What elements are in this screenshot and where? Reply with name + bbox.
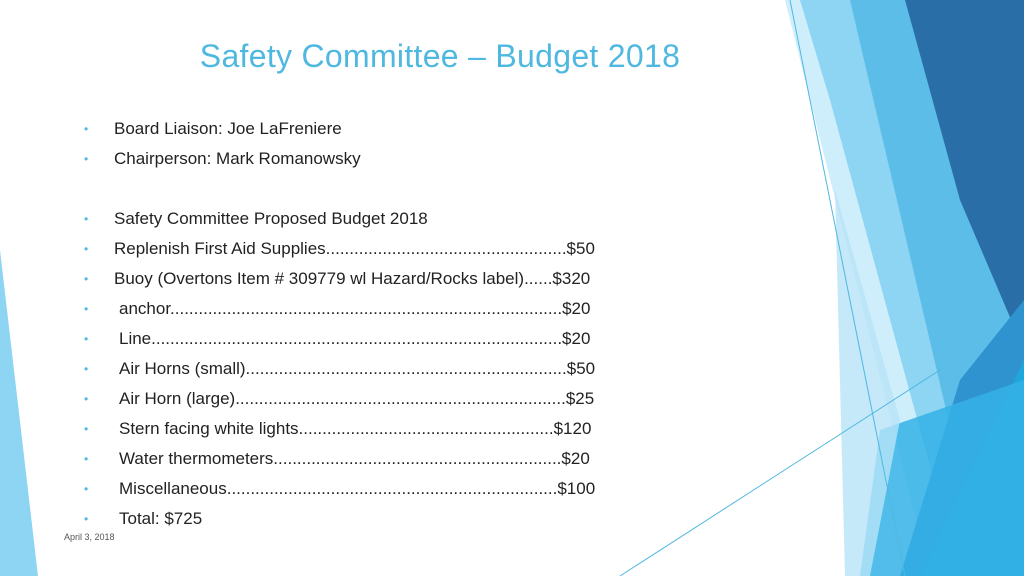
list-item-text: Air Horns (small).......................… bbox=[119, 359, 596, 378]
list-item-air-horn-large: • Air Horn (large)......................… bbox=[84, 384, 724, 414]
bullet-icon: • bbox=[84, 302, 89, 316]
list-item-text: Miscellaneous...........................… bbox=[119, 479, 596, 498]
right-accent-shape-cyan bbox=[860, 380, 1024, 576]
bullet-icon: • bbox=[84, 332, 89, 346]
list-item-budget-heading: • Safety Committee Proposed Budget 2018 bbox=[84, 204, 724, 234]
bullet-icon: • bbox=[84, 422, 89, 436]
list-item-chairperson: • Chairperson: Mark Romanowsky bbox=[84, 144, 724, 174]
list-item-buoy: • Buoy (Overtons Item # 309779 wl Hazard… bbox=[84, 264, 724, 294]
bullet-icon: • bbox=[84, 212, 89, 226]
list-item-anchor: • anchor................................… bbox=[84, 294, 724, 324]
bullet-icon: • bbox=[84, 152, 89, 166]
list-item-air-horns-small: • Air Horns (small).....................… bbox=[84, 354, 724, 384]
bullet-icon: • bbox=[84, 392, 89, 406]
list-item-stern-lights: • Stern facing white lights.............… bbox=[84, 414, 724, 444]
list-item-text: Water thermometers......................… bbox=[119, 449, 590, 468]
list-item-first-aid: • Replenish First Aid Supplies..........… bbox=[84, 234, 724, 264]
list-item-text: Chairperson: Mark Romanowsky bbox=[114, 149, 361, 168]
footer-date: April 3, 2018 bbox=[64, 532, 115, 542]
list-item-text: Buoy (Overtons Item # 309779 wl Hazard/R… bbox=[114, 269, 591, 288]
list-item-total: • Total: $725 bbox=[84, 504, 724, 534]
list-item-miscellaneous: • Miscellaneous.........................… bbox=[84, 474, 724, 504]
list-item-text: Total: $725 bbox=[119, 509, 203, 528]
list-item-line: • Line..................................… bbox=[84, 324, 724, 354]
bullet-icon: • bbox=[84, 362, 89, 376]
bullet-icon: • bbox=[84, 122, 89, 136]
list-item-text: Line....................................… bbox=[119, 329, 591, 348]
bullet-icon: • bbox=[84, 242, 89, 256]
list-item-text: Air Horn (large)........................… bbox=[119, 389, 595, 408]
left-accent-shape bbox=[0, 250, 38, 576]
list-item-text: Board Liaison: Joe LaFreniere bbox=[114, 119, 342, 138]
bullet-icon: • bbox=[84, 512, 89, 526]
bullet-icon: • bbox=[84, 272, 89, 286]
list-item-text: anchor..................................… bbox=[119, 299, 591, 318]
right-accent-shape-ice bbox=[835, 190, 900, 576]
right-accent-shape-dark bbox=[905, 0, 1024, 350]
list-item-text: Safety Committee Proposed Budget 2018 bbox=[114, 209, 428, 228]
list-item-water-thermometers: • Water thermometers....................… bbox=[84, 444, 724, 474]
slide-title: Safety Committee – Budget 2018 bbox=[199, 38, 681, 74]
bullet-icon: • bbox=[84, 452, 89, 466]
list-item-board-liaison: • Board Liaison: Joe LaFreniere bbox=[84, 114, 724, 144]
list-item-text: Replenish First Aid Supplies............… bbox=[114, 239, 595, 258]
list-item-text: Stern facing white lights...............… bbox=[119, 419, 592, 438]
bullet-icon: • bbox=[84, 482, 89, 496]
decor-line-2 bbox=[619, 369, 941, 576]
budget-list: • Board Liaison: Joe LaFreniere • Chairp… bbox=[84, 114, 724, 534]
decor-line-1 bbox=[789, 0, 906, 576]
